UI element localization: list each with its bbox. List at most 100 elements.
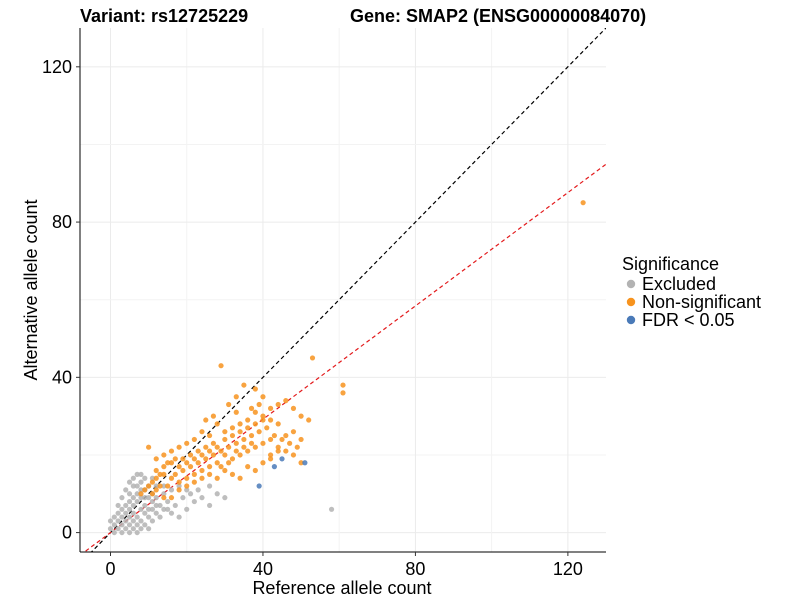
data-point <box>161 452 167 458</box>
grid-lines <box>80 28 606 552</box>
data-point <box>111 529 117 536</box>
data-point <box>149 498 156 505</box>
data-point <box>149 506 156 512</box>
data-point <box>580 200 586 206</box>
data-point <box>119 495 125 501</box>
data-point <box>176 444 182 450</box>
data-point <box>226 401 232 408</box>
data-point <box>138 491 144 497</box>
data-point <box>260 440 266 446</box>
data-point <box>134 498 140 505</box>
data-point <box>203 417 209 423</box>
data-point <box>149 518 156 524</box>
data-point <box>107 518 114 524</box>
data-point <box>218 464 224 470</box>
data-point <box>126 506 133 512</box>
data-point <box>138 479 144 485</box>
data-point <box>172 502 178 509</box>
data-point <box>119 522 125 528</box>
data-point <box>275 401 281 408</box>
data-point <box>172 456 178 462</box>
data-point <box>298 436 304 443</box>
y-tick-label: 120 <box>42 57 72 77</box>
data-point <box>180 495 186 501</box>
data-point <box>115 526 121 532</box>
data-point <box>134 483 140 489</box>
data-point <box>157 483 163 489</box>
data-point <box>237 421 243 427</box>
data-point <box>130 510 136 516</box>
data-point <box>222 436 228 443</box>
data-point <box>153 510 159 516</box>
data-point <box>161 495 167 501</box>
data-point <box>279 436 285 443</box>
data-point <box>180 456 186 462</box>
data-point <box>222 452 228 458</box>
data-point <box>214 491 220 497</box>
data-point <box>123 487 129 493</box>
data-point <box>184 475 190 481</box>
data-point <box>260 460 266 466</box>
data-point <box>214 444 220 450</box>
data-point <box>123 510 129 516</box>
data-point <box>248 432 255 439</box>
data-point <box>146 483 152 489</box>
data-point <box>309 355 316 361</box>
data-point <box>260 413 266 419</box>
data-point <box>248 405 255 411</box>
data-point <box>142 510 148 516</box>
data-point <box>199 475 205 481</box>
data-point <box>195 460 201 466</box>
data-point <box>245 464 251 470</box>
data-point <box>146 444 152 450</box>
reference-lines <box>83 28 606 552</box>
data-point <box>287 440 293 446</box>
data-point <box>290 429 297 435</box>
data-point <box>153 475 159 481</box>
data-point <box>260 417 266 423</box>
data-point <box>252 386 258 392</box>
data-point <box>298 413 304 419</box>
data-point <box>290 405 297 411</box>
data-point <box>275 444 281 450</box>
data-point <box>115 518 121 524</box>
data-point <box>233 440 239 446</box>
data-point <box>279 456 285 462</box>
data-point <box>206 471 213 477</box>
data-point <box>184 487 190 493</box>
data-point <box>241 382 247 388</box>
data-point <box>226 444 232 450</box>
legend-swatch <box>626 279 636 289</box>
data-point <box>138 518 144 524</box>
chart-title-gene: Gene: SMAP2 (ENSG00000084070) <box>350 6 646 26</box>
data-point <box>206 502 213 509</box>
data-point <box>214 460 220 466</box>
data-point <box>161 464 167 470</box>
plot-panel: 0 40 80 120 0 40 80 120 <box>42 28 606 579</box>
data-point <box>226 460 232 466</box>
data-point <box>130 518 136 524</box>
data-point <box>134 491 140 497</box>
data-point <box>126 522 133 528</box>
data-point <box>126 529 133 536</box>
data-point <box>199 452 205 458</box>
data-point <box>206 464 213 470</box>
data-point <box>153 483 159 489</box>
data-point <box>184 440 190 446</box>
data-point <box>123 526 129 532</box>
data-point <box>233 448 239 454</box>
data-point <box>256 429 262 435</box>
data-point <box>252 444 258 450</box>
data-point <box>161 471 167 477</box>
data-point <box>157 471 163 477</box>
data-point <box>267 452 274 458</box>
data-point <box>161 506 167 512</box>
data-point <box>203 456 209 462</box>
data-point <box>176 464 182 470</box>
data-point <box>222 429 228 435</box>
data-point <box>306 417 312 423</box>
data-point <box>252 421 258 427</box>
data-point <box>218 363 224 369</box>
data-point <box>199 429 205 435</box>
